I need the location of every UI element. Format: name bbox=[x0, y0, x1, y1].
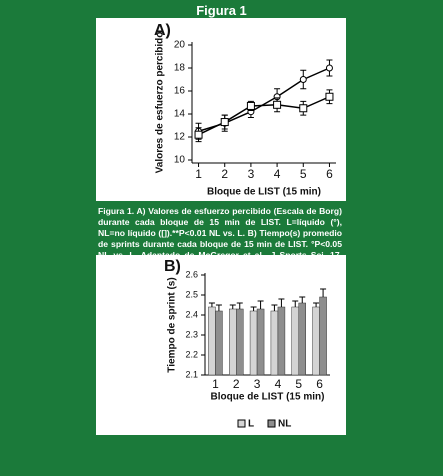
error-bar bbox=[250, 306, 257, 311]
error-bar bbox=[292, 300, 299, 307]
marker bbox=[273, 100, 282, 109]
marker bbox=[325, 92, 334, 101]
y-tick-label: 16 bbox=[174, 86, 186, 97]
x-tick-label: 4 bbox=[274, 167, 281, 181]
y-tick-label: 18 bbox=[174, 63, 186, 74]
bar bbox=[270, 310, 279, 376]
y-tick-label: 2.6 bbox=[185, 269, 198, 279]
x-tick-label: 1 bbox=[195, 167, 202, 181]
bar bbox=[208, 306, 216, 376]
y-axis-label: Tiempo de sprint (s) bbox=[167, 277, 178, 372]
x-tick-label: 1 bbox=[212, 377, 219, 391]
x-tick-label: 6 bbox=[316, 377, 323, 391]
error-bar bbox=[257, 300, 264, 309]
legend-swatch bbox=[267, 419, 276, 428]
bar bbox=[215, 310, 223, 376]
x-tick-label: 5 bbox=[300, 167, 307, 181]
error-bar bbox=[299, 296, 306, 303]
figure-title: Figura 1 bbox=[196, 3, 247, 18]
y-tick-label: 2.4 bbox=[185, 309, 198, 319]
legend-swatch bbox=[237, 419, 246, 428]
y-tick-label: 20 bbox=[174, 40, 186, 51]
bar bbox=[319, 296, 327, 376]
bar bbox=[229, 308, 237, 376]
y-tick-label: 2.3 bbox=[185, 329, 198, 339]
series-line bbox=[198, 67, 330, 132]
error-bar bbox=[215, 304, 222, 311]
panel-a: A) 10 12 14 16 18 20 1 2 3 4 5 6 Bloque de LIST (15 m… bbox=[96, 18, 346, 201]
y-tick-label: 2.1 bbox=[185, 369, 198, 379]
error-bar bbox=[271, 304, 278, 311]
y-tick-label: 10 bbox=[174, 155, 186, 166]
x-tick-label: 2 bbox=[233, 377, 240, 391]
bar bbox=[236, 308, 244, 376]
x-tick-label: 2 bbox=[221, 167, 228, 181]
error-bar bbox=[313, 302, 320, 307]
marker bbox=[220, 118, 229, 127]
bar bbox=[256, 308, 265, 376]
bar bbox=[249, 310, 258, 376]
marker bbox=[194, 130, 203, 139]
error-bar bbox=[229, 304, 236, 309]
chart: B) 2.1 2.2 2.3 2.4 2.5 2.6 Tiempo de sprint (s)… bbox=[164, 258, 330, 430]
error-bar bbox=[278, 298, 285, 307]
chart-title: A) bbox=[154, 22, 171, 39]
x-axis-label: Bloque de LIST (15 min) bbox=[211, 392, 325, 403]
x-tick-label: 6 bbox=[326, 167, 333, 181]
error-bar bbox=[236, 302, 243, 309]
x-tick-label: 4 bbox=[275, 377, 282, 391]
series-line bbox=[198, 96, 330, 136]
marker bbox=[246, 101, 255, 110]
error-bar bbox=[320, 288, 327, 297]
x-axis-label: Bloque de LIST (15 min) bbox=[207, 187, 321, 198]
y-tick-label: 2.2 bbox=[185, 349, 198, 359]
y-axis-label: Valores de esfuerzo percibido bbox=[155, 32, 166, 174]
bar bbox=[291, 306, 299, 376]
y-tick-label: 2.5 bbox=[185, 289, 198, 299]
y-tick-label: 12 bbox=[174, 132, 186, 143]
marker bbox=[325, 64, 333, 72]
panel-b: B) 2.1 2.2 2.3 2.4 2.5 2.6 Tiempo de sprint (s)… bbox=[96, 255, 346, 435]
y-tick-label: 14 bbox=[174, 109, 186, 120]
bar bbox=[277, 306, 286, 376]
legend-label: NL bbox=[278, 419, 291, 430]
x-tick-label: 3 bbox=[248, 167, 255, 181]
legend-label: L bbox=[248, 419, 254, 430]
bar bbox=[298, 302, 306, 376]
x-tick-label: 3 bbox=[254, 377, 261, 391]
chart-title: B) bbox=[164, 258, 181, 275]
error-bar bbox=[208, 302, 215, 307]
x-tick-label: 5 bbox=[295, 377, 302, 391]
bar bbox=[312, 306, 320, 376]
marker bbox=[299, 104, 308, 113]
marker bbox=[299, 76, 307, 83]
